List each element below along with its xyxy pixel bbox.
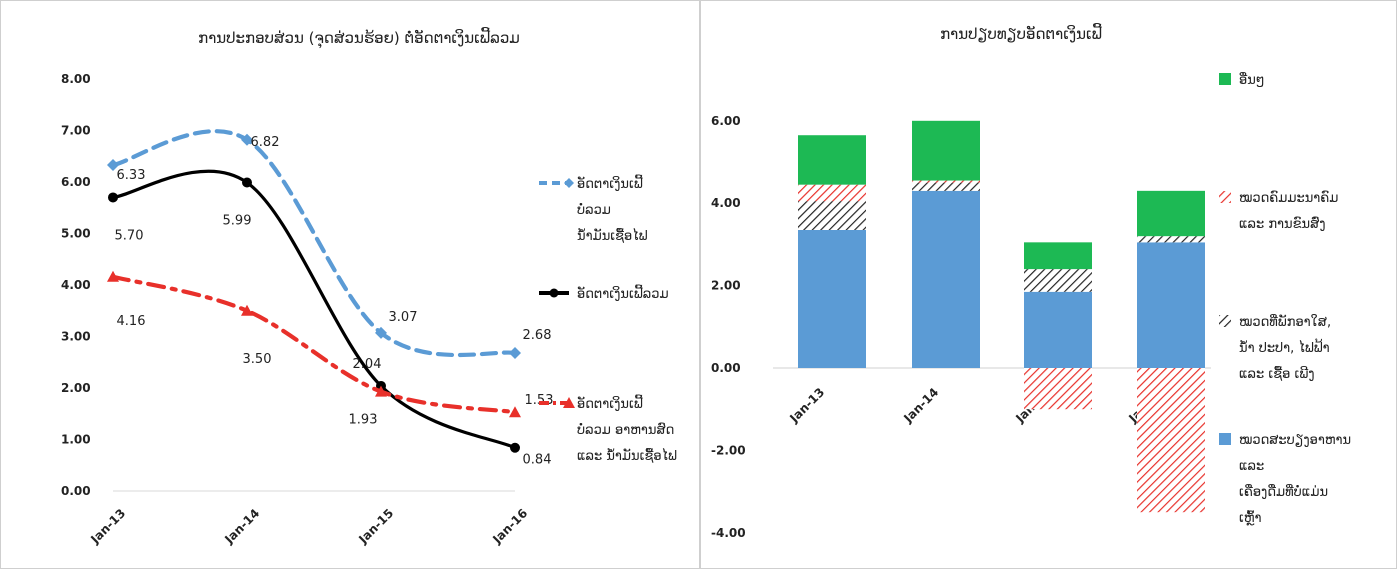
data-point [509, 406, 521, 418]
y-tick-label: 2.00 [711, 279, 741, 293]
legend-swatch [1219, 191, 1231, 203]
legend-label: ອັດຕາເງິນເຟີ້ບໍ່ລວມ ອາຫານສົດແລະ ນ້ຳມັນເຊ… [577, 394, 677, 464]
data-label: 0.84 [523, 453, 552, 468]
series-line [110, 129, 518, 358]
legend-label: ໝວດທີ່ພັກອາໃສ,ນ້ຳ ປະປາ, ໄຟຟ້າແລະ ເຊື້ອ ເ… [1239, 314, 1331, 382]
y-tick-label: 1.00 [61, 433, 91, 447]
data-label: 5.70 [115, 228, 144, 243]
data-point [242, 177, 252, 188]
data-label: 2.04 [353, 357, 382, 372]
legend-label: ໝວດຄົມມະນາຄົມແລະ ການຂົນສົ່ງ [1239, 191, 1338, 232]
data-point [107, 270, 119, 282]
x-tick-label: Jan-16 [489, 506, 530, 547]
data-label: 6.82 [251, 135, 280, 150]
legend-swatch [1219, 433, 1231, 445]
bar-segment [1024, 291, 1092, 368]
legend-label: ອັດຕາເງິນເຟີ້ບໍ່ລວມນ້ຳມັນເຊື້ອໄຟ [577, 174, 648, 244]
data-label: 3.50 [243, 352, 272, 367]
right-chart-panel: ການປຽບທຽບອັດຕາເງິນເຟີ້ -4.00 -2.00 0.00 2.0… [700, 0, 1397, 569]
x-tick-label: Jan-14 [221, 506, 262, 547]
bar-segment [798, 229, 866, 368]
data-point [108, 192, 118, 203]
bar-segment [912, 190, 980, 368]
y-tick-label: 8.00 [61, 72, 91, 86]
data-label: 6.33 [117, 168, 146, 183]
data-point [241, 133, 253, 146]
bar-segment [1137, 190, 1205, 237]
y-tick-label: 5.00 [61, 227, 91, 241]
y-tick-label: 4.00 [711, 196, 741, 210]
legend-swatch [1219, 73, 1231, 85]
series-line-group: 5.70 5.99 2.04 0.84 [108, 169, 552, 468]
series-line-group: 4.16 3.50 1.93 1.53 [107, 270, 554, 428]
bar-segment [1024, 269, 1092, 292]
legend-swatch [1219, 315, 1231, 327]
line-chart-axes: 0.00 1.00 2.00 3.00 4.00 5.00 6.00 7.00 8.00 Jan-… [61, 72, 530, 547]
data-label: 2.68 [523, 328, 552, 343]
bar-chart-bars [798, 120, 1205, 513]
data-point [375, 385, 387, 397]
bar-segment [1137, 242, 1205, 368]
y-tick-label: -2.00 [711, 443, 746, 457]
data-label: 5.99 [223, 214, 252, 229]
data-label: 1.93 [349, 413, 378, 428]
left-chart-panel: ການປະກອບສ່ວນ (ຈຸດສ່ວນຮ້ອຍ) ຕໍ່ອັດຕາເງິນເ… [0, 0, 700, 569]
y-tick-label: 6.00 [61, 175, 91, 189]
legend-marker [564, 178, 574, 188]
x-tick-label: Jan-13 [87, 506, 128, 547]
bar-segment [1137, 236, 1205, 243]
data-point [375, 326, 387, 339]
line-chart: ການປະກອບສ່ວນ (ຈຸດສ່ວນຮ້ອຍ) ຕໍ່ອັດຕາເງິນເ… [61, 26, 677, 547]
line-chart-series: 6.33 6.82 3.07 2.68 5.70 5.99 2.04 0.84 4.16 3.50… [107, 129, 554, 468]
data-label: 4.16 [117, 314, 146, 329]
bar-chart: ການປຽບທຽບອັດຕາເງິນເຟີ້ -4.00 -2.00 0.00 2.0… [711, 22, 1351, 540]
bar-chart-title: ການປຽບທຽບອັດຕາເງິນເຟີ້ [940, 22, 1102, 43]
data-point [509, 346, 521, 359]
y-tick-label: 0.00 [61, 484, 91, 498]
series-line [111, 169, 517, 450]
x-tick-label: Jan-14 [900, 385, 941, 426]
series-line-group: 6.33 6.82 3.07 2.68 [107, 129, 552, 359]
legend-marker [549, 288, 559, 298]
y-tick-label: -4.00 [711, 526, 746, 540]
y-tick-label: 4.00 [61, 278, 91, 292]
bar-segment [798, 201, 866, 230]
series-line [110, 274, 518, 415]
y-tick-label: 3.00 [61, 330, 91, 344]
bar-segment [798, 184, 866, 202]
data-label: 3.07 [389, 310, 418, 325]
y-tick-label: 2.00 [61, 381, 91, 395]
data-point [241, 304, 253, 316]
data-point [107, 159, 119, 172]
data-point [510, 442, 520, 453]
legend-marker [563, 397, 575, 408]
legend-label: ໝວດສະບຽງອາຫານແລະເຄື່ອງດື່ມທີ່ບໍ່ແມ່ນເຫຼົ… [1239, 433, 1351, 526]
line-chart-title: ການປະກອບສ່ວນ (ຈຸດສ່ວນຮ້ອຍ) ຕໍ່ອັດຕາເງິນເ… [198, 26, 520, 49]
y-tick-label: 6.00 [711, 114, 741, 128]
bar-segment [1024, 242, 1092, 270]
line-chart-legend: ອັດຕາເງິນເຟີ້ບໍ່ລວມນ້ຳມັນເຊື້ອໄຟອັດຕາເງິ… [539, 174, 677, 464]
bar-segment [1024, 368, 1092, 410]
x-tick-label: Jan-13 [786, 385, 827, 426]
bar-segment [798, 135, 866, 185]
data-label: 1.53 [525, 393, 554, 408]
bar-segment [912, 180, 980, 183]
legend-label: ອື່ນໆ [1239, 72, 1265, 88]
bar-segment [912, 182, 980, 191]
bar-segment [912, 120, 980, 181]
x-tick-label: Jan-15 [355, 506, 396, 547]
y-tick-label: 0.00 [711, 361, 741, 375]
bar-segment [1137, 368, 1205, 513]
legend-label: ອັດຕາເງິນເຟີ້ລວມ [577, 284, 669, 302]
y-tick-label: 7.00 [61, 124, 91, 138]
